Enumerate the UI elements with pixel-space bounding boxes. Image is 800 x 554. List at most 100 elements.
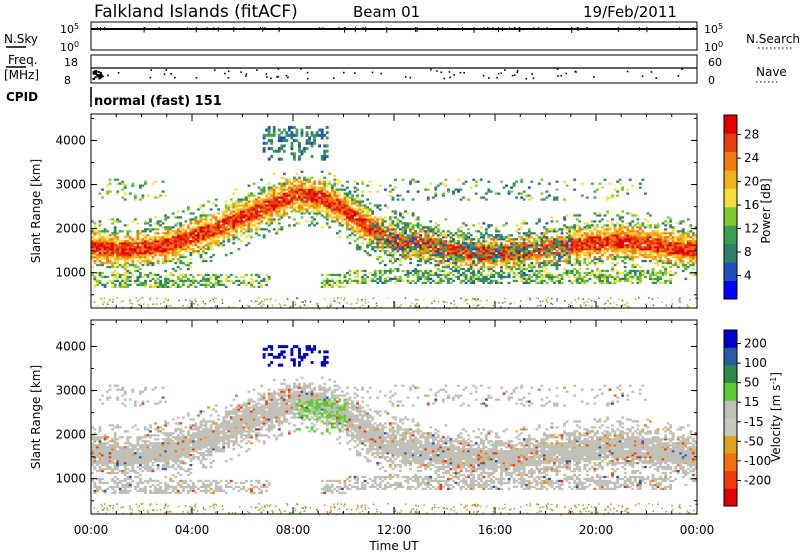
power-cell — [659, 244, 662, 247]
power-cell — [487, 259, 491, 263]
power-cell — [146, 257, 150, 261]
power-cell — [439, 273, 443, 277]
power-cell — [540, 248, 544, 251]
power-cell — [131, 252, 135, 255]
power-cell — [472, 267, 476, 271]
power-cell — [358, 216, 362, 219]
power-cell — [636, 240, 640, 243]
power-cell — [500, 265, 503, 269]
power-cell — [159, 246, 162, 249]
power-cell — [419, 234, 423, 237]
power-cell — [113, 269, 117, 273]
power-cell — [532, 273, 536, 277]
power-cell — [643, 192, 647, 195]
power-cell — [343, 275, 347, 279]
power-cell — [527, 279, 531, 283]
power-cell — [558, 255, 561, 259]
power-cell — [570, 234, 574, 237]
power-cell — [305, 180, 309, 183]
power-cell — [616, 230, 620, 233]
power-cell — [247, 242, 251, 245]
power-cell — [394, 275, 397, 279]
power-cell — [669, 277, 673, 281]
power-cell — [293, 186, 296, 189]
power-cell — [628, 238, 632, 241]
power-cell — [265, 283, 269, 287]
power-cell — [479, 250, 483, 253]
power-cell — [323, 176, 327, 179]
power-cell — [250, 277, 253, 281]
power-cell — [436, 184, 440, 187]
power-cell — [376, 190, 380, 193]
power-cell — [335, 198, 339, 201]
power-cell — [189, 234, 193, 237]
power-cell — [348, 220, 352, 223]
power-cell — [346, 180, 349, 183]
power-cell — [123, 246, 127, 249]
power-cell — [186, 277, 190, 281]
power-cell — [343, 279, 347, 283]
power-cell — [434, 238, 438, 241]
power-cell — [628, 255, 632, 259]
power-cell — [171, 250, 175, 253]
power-cell — [113, 250, 117, 253]
power-cell — [649, 236, 652, 239]
power-cell — [343, 202, 347, 205]
power-cell — [502, 257, 506, 261]
power-cell — [247, 204, 251, 207]
power-cell — [621, 255, 625, 259]
power-data — [91, 125, 699, 310]
power-cell — [550, 220, 554, 223]
power-cell — [164, 236, 168, 239]
power-cell — [186, 226, 190, 229]
power-cell — [621, 250, 625, 253]
power-cell — [219, 242, 223, 245]
power-cell — [631, 250, 635, 253]
power-cell — [217, 222, 221, 225]
power-cell — [593, 246, 597, 249]
power-cell — [260, 188, 263, 191]
power-cell — [447, 257, 450, 261]
power-cell — [116, 236, 120, 239]
power-cell — [618, 182, 622, 185]
power-cell — [502, 244, 506, 247]
power-cell — [181, 244, 185, 247]
power-cell — [601, 186, 604, 189]
power-cell — [371, 238, 375, 241]
power-cell — [601, 275, 604, 279]
power-cell — [192, 283, 195, 287]
power-cell — [472, 261, 476, 265]
power-cell — [409, 182, 412, 185]
power-cell — [169, 236, 173, 239]
power-cell — [570, 244, 574, 247]
power-cell — [272, 204, 276, 207]
freq-dot — [270, 77, 272, 80]
power-cell — [328, 281, 332, 285]
power-cell — [469, 279, 473, 283]
power-cell — [426, 259, 430, 263]
power-cell — [426, 279, 430, 283]
power-cell — [126, 232, 130, 235]
power-cell — [338, 192, 342, 195]
power-cell — [590, 273, 594, 277]
power-cell — [277, 196, 281, 199]
power-cell — [394, 236, 397, 239]
power-cell — [522, 232, 526, 235]
power-cell — [409, 240, 412, 243]
power-cell — [204, 226, 208, 229]
power-cell — [396, 236, 400, 239]
power-cell — [328, 210, 332, 213]
power-cell — [616, 214, 620, 217]
power-cell — [507, 265, 511, 269]
power-cell — [394, 216, 397, 219]
power-cell — [189, 283, 193, 287]
power-cell — [535, 248, 539, 251]
power-cell — [666, 259, 670, 263]
power-cell — [295, 180, 299, 183]
power-cell — [399, 263, 402, 267]
power-cell — [611, 194, 614, 197]
power-cell — [530, 180, 534, 183]
power-cell — [282, 214, 286, 217]
power-cell — [318, 204, 322, 207]
power-cell — [611, 261, 614, 265]
